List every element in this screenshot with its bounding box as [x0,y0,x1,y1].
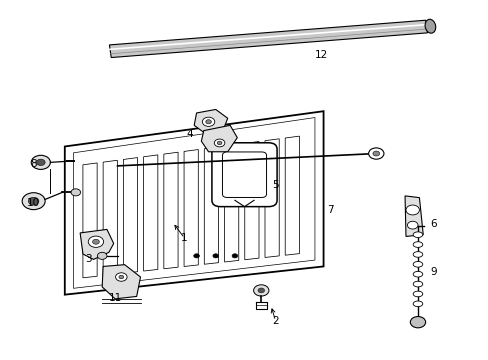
Text: 12: 12 [314,50,327,60]
Polygon shape [80,229,113,259]
Circle shape [28,197,39,205]
Circle shape [88,236,103,247]
Circle shape [217,141,222,145]
Polygon shape [404,196,423,237]
Text: 9: 9 [429,267,436,277]
Circle shape [212,254,218,258]
FancyBboxPatch shape [222,152,266,198]
Text: 3: 3 [85,255,92,264]
Circle shape [407,221,417,229]
Circle shape [193,254,199,258]
Polygon shape [264,139,279,257]
Circle shape [31,155,50,170]
Ellipse shape [424,19,435,33]
Text: 5: 5 [272,180,278,190]
Circle shape [409,316,425,328]
Text: 1: 1 [181,233,187,243]
Ellipse shape [412,271,422,277]
Circle shape [214,139,224,147]
Circle shape [92,239,99,244]
Ellipse shape [412,301,422,307]
Text: 10: 10 [27,198,40,208]
Polygon shape [183,149,198,266]
Polygon shape [204,147,218,264]
Circle shape [372,151,379,156]
Polygon shape [64,111,323,294]
Polygon shape [224,144,238,262]
Text: 8: 8 [30,159,37,169]
Polygon shape [194,109,227,134]
Circle shape [22,193,45,210]
Ellipse shape [412,242,422,247]
Polygon shape [123,158,137,273]
Polygon shape [244,141,259,260]
Circle shape [37,159,45,166]
Circle shape [232,254,237,258]
Polygon shape [102,265,140,299]
Ellipse shape [412,261,422,267]
Polygon shape [201,125,237,152]
Text: 11: 11 [108,293,122,303]
Circle shape [253,285,268,296]
Ellipse shape [412,281,422,287]
Circle shape [115,273,127,281]
Polygon shape [285,136,299,255]
Ellipse shape [412,291,422,297]
Polygon shape [103,160,117,275]
Text: 6: 6 [429,219,436,229]
Polygon shape [163,152,178,269]
Ellipse shape [412,232,422,238]
Polygon shape [143,155,158,271]
Circle shape [119,275,123,279]
FancyBboxPatch shape [211,143,277,207]
Ellipse shape [412,252,422,257]
Circle shape [368,148,383,159]
Text: 2: 2 [272,316,278,326]
Text: 7: 7 [327,205,333,215]
Circle shape [202,117,214,126]
Circle shape [71,189,81,196]
Circle shape [405,205,419,215]
Circle shape [205,120,211,124]
Circle shape [97,252,107,259]
Polygon shape [109,20,427,58]
Circle shape [257,288,264,293]
Text: 4: 4 [186,129,192,139]
Polygon shape [83,163,97,278]
